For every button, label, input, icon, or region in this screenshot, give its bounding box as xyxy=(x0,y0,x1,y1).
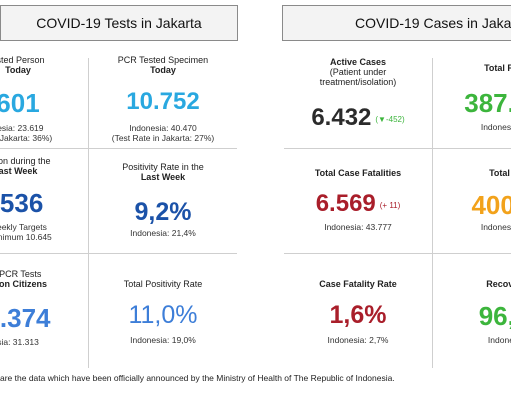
cases-grid-divider xyxy=(284,148,511,149)
total-recovered-indonesia: Indonesia: 1 xyxy=(480,122,511,132)
person-last-week-target-label: Weekly Targets xyxy=(0,222,47,232)
tests-grid-divider xyxy=(0,253,237,254)
person-last-week-label-period: ast Week xyxy=(0,166,38,176)
total-fatalities-indonesia: Indonesia: 43.777 xyxy=(324,222,392,232)
active-cases-change: (▼-452) xyxy=(375,115,405,124)
total-cases-indonesia: Indonesia: 1 xyxy=(480,222,511,232)
pcr-per-million-value: 1.374 xyxy=(0,303,51,333)
tested-person-card: ested Person Today 601 nesia: 23.619 e i… xyxy=(0,50,88,148)
tested-person-label-period: Today xyxy=(5,65,31,75)
tested-person-label: ested Person xyxy=(0,55,45,65)
tested-person-indonesia: nesia: 23.619 xyxy=(0,123,44,133)
active-cases-value-row: 6.432 (▼-452) xyxy=(284,104,432,132)
recovery-rate-card: Recover 96,8 Indonesi xyxy=(434,255,511,365)
cases-panel-title: COVID-19 Cases in Jakarta xyxy=(355,15,511,31)
tested-person-test-rate: e in Jakarta: 36%) xyxy=(0,133,53,143)
total-fatalities-change: (+ 11) xyxy=(379,201,401,210)
pcr-per-million-label-unit: illion Citizens xyxy=(0,279,47,289)
total-fatalities-value-row: 6.569 (+ 11) xyxy=(284,190,432,218)
person-last-week-target-value: : minimum 10.645 xyxy=(0,232,52,242)
positivity-last-week-card: Positivity Rate in the Last Week 9,2% In… xyxy=(90,150,236,253)
total-cases-card: Total C 400.5 Indonesia: 1 xyxy=(434,150,511,253)
tests-panel-title: COVID-19 Tests in Jakarta xyxy=(36,15,202,31)
total-recovered-value: 387.56 xyxy=(464,88,511,118)
positivity-last-week-indonesia: Indonesia: 21,4% xyxy=(130,228,196,238)
pcr-specimen-label-period: Today xyxy=(150,65,176,75)
positivity-last-week-value: 9,2% xyxy=(134,198,192,226)
active-cases-label-note: (Patient under xyxy=(329,67,387,77)
fatality-rate-value: 1,6% xyxy=(329,301,387,329)
total-recovered-card: Total Rec 387.56 Indonesia: 1 xyxy=(434,50,511,148)
tests-grid-divider xyxy=(0,148,237,149)
person-last-week-card: erson during the ast Week .536 Weekly Ta… xyxy=(0,150,88,253)
tests-panel-header: COVID-19 Tests in Jakarta xyxy=(0,5,238,41)
pcr-specimen-card: PCR Tested Specimen Today 10.752 Indones… xyxy=(90,50,236,148)
total-positivity-value: 11,0% xyxy=(128,301,198,329)
total-cases-label: Total C xyxy=(489,168,511,178)
total-positivity-indonesia: Indonesia: 19,0% xyxy=(130,335,196,345)
active-cases-value: 6.432 xyxy=(311,104,372,131)
positivity-last-week-label-period: Last Week xyxy=(140,172,186,182)
cases-panel-header: COVID-19 Cases in Jakarta xyxy=(282,5,511,41)
fatality-rate-indonesia: Indonesia: 2,7% xyxy=(327,335,389,345)
active-cases-label: Active Cases xyxy=(329,57,387,67)
tests-grid-divider xyxy=(88,58,89,368)
pcr-specimen-indonesia: Indonesia: 40.470 xyxy=(129,123,197,133)
person-last-week-value: .536 xyxy=(0,188,44,218)
tested-person-value: 601 xyxy=(0,88,40,118)
total-cases-value: 400.5 xyxy=(471,190,511,220)
positivity-last-week-label: Positivity Rate in the xyxy=(122,162,204,172)
total-positivity-label: Total Positivity Rate xyxy=(123,279,203,289)
total-fatalities-card: Total Case Fatalities 6.569 (+ 11) Indone… xyxy=(284,150,432,253)
pcr-per-million-label: l PCR Tests xyxy=(0,269,42,279)
total-fatalities-label: Total Case Fatalities xyxy=(314,168,402,178)
active-cases-card: Active Cases (Patient under treatment/is… xyxy=(284,50,432,148)
total-positivity-card: Total Positivity Rate 11,0% Indonesia: 1… xyxy=(90,255,236,365)
pcr-per-million-indonesia: sia: 31.313 xyxy=(0,337,39,347)
cases-grid-divider xyxy=(284,253,511,254)
pcr-specimen-value: 10.752 xyxy=(126,88,200,115)
person-last-week-label: erson during the xyxy=(0,156,51,166)
active-cases-label-note2: treatment/isolation) xyxy=(319,77,397,87)
recovery-rate-indonesia: Indonesi xyxy=(487,335,511,345)
fatality-rate-card: Case Fatality Rate 1,6% Indonesia: 2,7% xyxy=(284,255,432,365)
total-fatalities-value: 6.569 xyxy=(315,190,376,217)
fatality-rate-label: Case Fatality Rate xyxy=(319,279,397,289)
pcr-specimen-test-rate: (Test Rate in Jakarta: 27%) xyxy=(111,133,215,143)
source-footnote: are the data which have been officially … xyxy=(0,373,395,383)
cases-grid-divider xyxy=(432,58,433,368)
recovery-rate-value: 96,8 xyxy=(478,301,511,331)
total-recovered-label: Total Rec xyxy=(484,63,511,73)
pcr-per-million-card: l PCR Tests illion Citizens 1.374 sia: 3… xyxy=(0,255,88,365)
recovery-rate-label: Recover xyxy=(486,279,511,289)
pcr-specimen-label: PCR Tested Specimen xyxy=(117,55,209,65)
